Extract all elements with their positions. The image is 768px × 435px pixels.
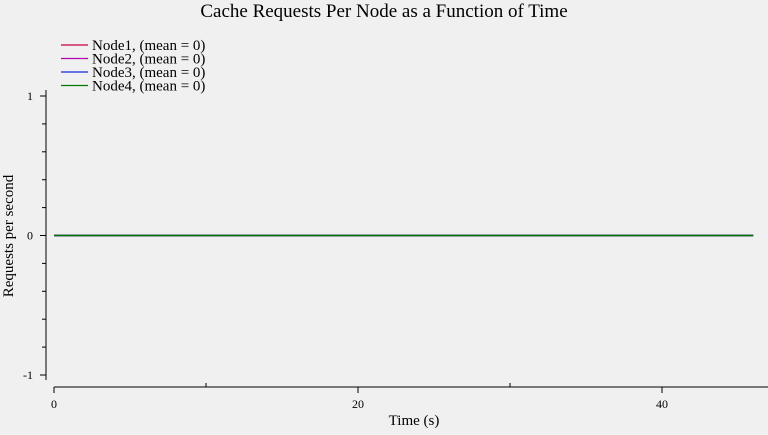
x-axis-label: Time (s) [389, 413, 440, 429]
x-ticks: 0 20 40 [51, 383, 668, 411]
legend-label-node4: Node4, (mean = 0) [92, 79, 205, 95]
axes [45, 90, 768, 388]
legend: Node1, (mean = 0)Node2, (mean = 0)Node3,… [61, 38, 205, 95]
x-tick-label: 20 [352, 397, 364, 411]
legend-label-node1: Node1, (mean = 0) [92, 38, 205, 54]
y-tick-label: -1 [23, 368, 33, 382]
y-axis-label: Requests per second [1, 174, 17, 297]
chart-title: Cache Requests Per Node as a Function of… [200, 1, 567, 22]
y-tick-label: 1 [27, 89, 33, 103]
x-tick-label: 40 [656, 397, 668, 411]
legend-label-node3: Node3, (mean = 0) [92, 65, 205, 81]
x-tick-label: 0 [51, 397, 57, 411]
y-ticks: -1 0 1 [23, 89, 46, 382]
y-tick-label: 0 [27, 229, 33, 243]
legend-label-node2: Node2, (mean = 0) [92, 52, 205, 68]
